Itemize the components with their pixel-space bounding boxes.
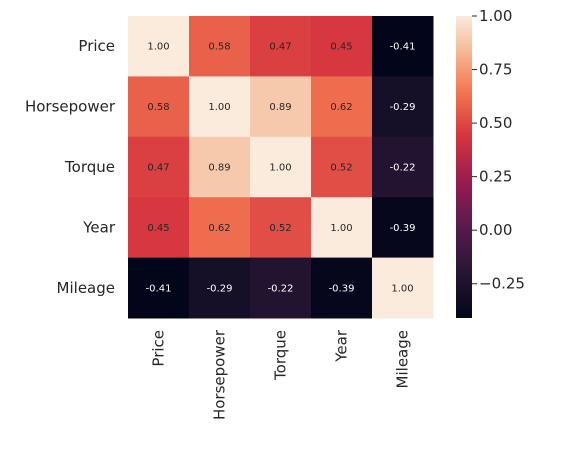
heatmap-cell: [311, 197, 373, 259]
heatmap-cell: [372, 76, 434, 138]
heatmap-cell-value: 0.52: [330, 163, 352, 174]
heatmap-cell-value: -0.41: [390, 42, 416, 53]
heatmap-cell: [372, 197, 434, 259]
heatmap-cell-value: 0.52: [269, 223, 291, 234]
heatmap-cell-labels: 1.00 0.58 0.47 0.45 -0.41 0.58 1.00 0.89 0.62 -0.…: [146, 42, 416, 295]
heatmap-cell-value: 0.47: [269, 42, 291, 53]
heatmap-cell-value: 0.58: [147, 102, 169, 113]
heatmap-cell-value: -0.22: [390, 163, 416, 174]
column-label: Price: [150, 330, 168, 367]
row-label: Price: [78, 37, 115, 55]
heatmap-cell: [189, 16, 251, 77]
heatmap-cell-value: 0.89: [269, 102, 291, 113]
row-label: Torque: [64, 158, 115, 176]
heatmap-cell: [372, 16, 434, 77]
heatmap-cell: [311, 257, 373, 319]
row-label: Year: [82, 218, 116, 236]
heatmap-cell: [311, 136, 373, 198]
heatmap-cell: [128, 16, 190, 77]
heatmap-cell: [250, 136, 312, 198]
colorbar-tick-label: −0.25: [479, 275, 525, 293]
heatmap-cell-value: -0.41: [146, 283, 172, 294]
heatmap-cell-value: -0.39: [390, 223, 416, 234]
heatmap-cell: [250, 16, 312, 77]
heatmap-cell: [128, 197, 190, 259]
heatmap-cell: [189, 197, 251, 259]
heatmap-cell-value: 1.00: [208, 102, 230, 113]
column-labels: Price Horsepower Torque Year Mileage: [150, 329, 412, 420]
heatmap-cell-value: 0.45: [147, 223, 169, 234]
heatmap-cell-value: -0.39: [329, 283, 355, 294]
column-label: Mileage: [394, 330, 412, 388]
heatmap-cell-value: 0.62: [208, 223, 230, 234]
heatmap-cell-value: 0.58: [208, 42, 230, 53]
heatmap-cell-value: 0.47: [147, 163, 169, 174]
heatmap-cell-value: 1.00: [330, 223, 352, 234]
heatmap-cell-value: 1.00: [269, 163, 291, 174]
colorbar-tick-label: 0.50: [479, 114, 512, 132]
heatmap-cell-value: -0.29: [390, 102, 416, 113]
heatmap-cell-value: -0.22: [268, 283, 294, 294]
colorbar-tick-label: 1.00: [479, 7, 512, 25]
heatmap-cell: [189, 76, 251, 138]
heatmap-cell: [128, 76, 190, 138]
colorbar-gradient: [456, 16, 472, 318]
colorbar: 1.00 0.75 0.50 0.25 0.00 −0.25: [456, 7, 525, 318]
heatmap-cell-value: 0.45: [330, 42, 352, 53]
heatmap-cell: [250, 197, 312, 259]
heatmap-cell: [311, 76, 373, 138]
heatmap-cell: [250, 257, 312, 319]
colorbar-tick-label: 0.75: [479, 61, 512, 79]
row-labels: Price Horsepower Torque Year Mileage: [25, 37, 116, 297]
heatmap-cell-value: 0.62: [330, 102, 352, 113]
heatmap-cell: [128, 257, 190, 319]
heatmap-cell-value: 0.89: [208, 163, 230, 174]
heatmap-cell: [128, 136, 190, 198]
heatmap-cell-value: 1.00: [147, 42, 169, 53]
heatmap-cell: [189, 257, 251, 319]
column-label: Year: [333, 329, 351, 363]
heatmap-cell-value: 1.00: [391, 283, 413, 294]
heatmap-cell: [311, 16, 373, 77]
column-label: Torque: [272, 330, 290, 381]
heatmap-cells: [128, 16, 434, 319]
column-label: Horsepower: [211, 329, 229, 420]
heatmap-cell: [372, 257, 434, 319]
heatmap-cell: [250, 76, 312, 138]
heatmap-cell-value: -0.29: [207, 283, 233, 294]
heatmap-cell: [372, 136, 434, 198]
row-label: Horsepower: [25, 98, 116, 116]
colorbar-tick-label: 0.25: [479, 168, 512, 186]
heatmap-cell: [189, 136, 251, 198]
colorbar-tick-label: 0.00: [479, 221, 512, 239]
row-label: Mileage: [57, 279, 115, 297]
